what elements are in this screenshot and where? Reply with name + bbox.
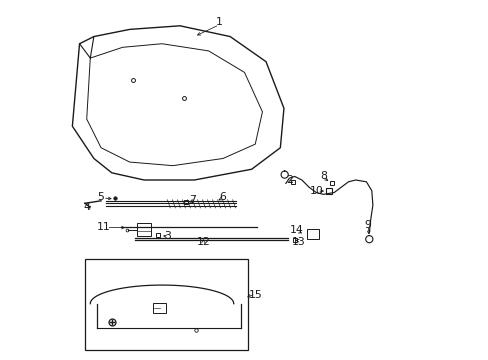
Text: 4: 4 — [83, 202, 90, 212]
Text: 2: 2 — [285, 175, 292, 185]
Text: 13: 13 — [291, 237, 305, 247]
Text: 10: 10 — [308, 186, 323, 196]
Text: 12: 12 — [196, 237, 210, 247]
Text: 7: 7 — [189, 195, 196, 206]
Text: 3: 3 — [163, 231, 170, 240]
Text: 6: 6 — [219, 192, 226, 202]
Text: 15: 15 — [248, 290, 262, 300]
Text: 11: 11 — [97, 222, 111, 231]
Bar — [153, 303, 165, 313]
Text: 14: 14 — [289, 225, 303, 235]
Text: 5: 5 — [98, 192, 104, 202]
Bar — [137, 223, 151, 235]
Text: 1: 1 — [216, 17, 223, 27]
Bar — [306, 229, 318, 239]
Text: 8: 8 — [319, 171, 326, 181]
Text: 9: 9 — [364, 220, 371, 230]
Bar — [85, 259, 247, 350]
